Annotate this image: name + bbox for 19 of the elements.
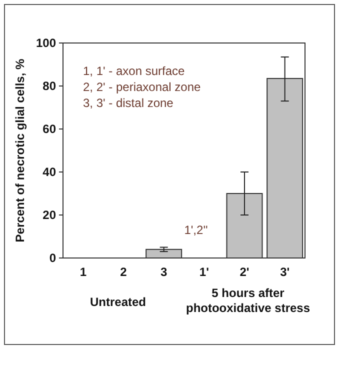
annotation: 3, 3' - distal zone (83, 96, 174, 110)
x-tick-label: 1' (199, 265, 210, 279)
x-tick-label: 3 (160, 265, 168, 279)
y-tick-label: 100 (36, 36, 56, 50)
text: 5 hours after photooxidative stress (186, 286, 310, 315)
annotation: 2, 2' - periaxonal zone (83, 80, 202, 94)
y-axis-title: Percent of necrotic glial cells, % (13, 58, 27, 242)
x-tick-label: 1 (80, 265, 87, 279)
y-tick-label: 40 (42, 165, 56, 180)
annotation: 1, 1' - axon surface (83, 64, 186, 78)
y-tick-label: 20 (42, 208, 56, 222)
x-tick-label: 2 (120, 265, 128, 279)
y-tick-label: 0 (49, 251, 56, 266)
x-tick-label: 3' (280, 265, 290, 279)
annotation: 1',2'' (184, 223, 208, 237)
y-tick-label: 60 (42, 122, 56, 136)
y-tick-label: 80 (42, 79, 56, 94)
text: Untreated (90, 295, 146, 309)
x-tick-label: 2' (240, 265, 250, 279)
